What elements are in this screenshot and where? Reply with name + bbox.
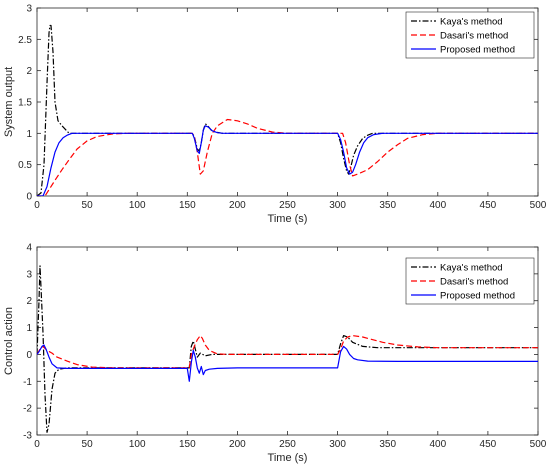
legend-label-1: Kaya's method [440, 263, 503, 274]
legend-label-2: Dasari's method [440, 277, 508, 288]
x-tick-label: 400 [429, 439, 446, 450]
legend-label-1: Kaya's method [440, 17, 503, 28]
y-tick-label: 0.5 [18, 160, 32, 171]
x-tick-label: 200 [229, 200, 246, 211]
series-line-1 [37, 24, 538, 196]
x-tick-label: 150 [179, 439, 196, 450]
legend: Kaya's method Dasari's method Proposed met… [405, 11, 535, 59]
x-tick-label: 100 [129, 439, 146, 450]
x-tick-label: 0 [34, 200, 40, 211]
x-axis-label: Time (s) [268, 452, 308, 464]
series-line-3 [37, 344, 538, 382]
chart-system-output: 0 50 100 150 200 250 300 350 400 450 500 0 0.5 1 1.5 2 2… [3, 4, 547, 226]
y-tick-label: 0 [26, 192, 32, 203]
y-tick-label: 3 [26, 269, 32, 280]
y-tick-label: 4 [26, 243, 32, 254]
legend-box [405, 11, 535, 59]
y-tick-label: 2 [26, 66, 32, 77]
y-axis-label: Control action [3, 307, 15, 375]
legend: Kaya's method Dasari's method Proposed met… [405, 257, 535, 305]
y-tick-label: 1.5 [18, 98, 32, 109]
x-tick-label: 450 [480, 200, 497, 211]
x-tick-label: 350 [379, 200, 396, 211]
legend-label-3: Proposed method [440, 45, 515, 56]
x-tick-label: 450 [480, 439, 497, 450]
x-tick-label: 350 [379, 439, 396, 450]
series-group [37, 24, 538, 196]
series-group [37, 265, 538, 433]
series-line-2 [37, 335, 538, 369]
y-tick-label: -1 [23, 377, 32, 388]
x-tick-label: 50 [82, 200, 94, 211]
series-line-3 [37, 125, 538, 196]
legend-label-3: Proposed method [440, 291, 515, 302]
x-tick-label: 250 [279, 439, 296, 450]
y-tick-label: 1 [26, 129, 32, 140]
y-tick-label: 2.5 [18, 35, 32, 46]
x-tick-label: 400 [429, 200, 446, 211]
x-tick-label: 150 [179, 200, 196, 211]
y-tick-label: 0 [26, 350, 32, 361]
y-tick-label: 2 [26, 296, 32, 307]
y-axis-label: System output [3, 67, 15, 137]
x-tick-label: 200 [229, 439, 246, 450]
x-tick-label: 300 [329, 439, 346, 450]
x-tick-label: 500 [530, 439, 547, 450]
y-tick-label: -2 [23, 404, 32, 415]
x-tick-label: 0 [34, 439, 40, 450]
x-tick-label: 100 [129, 200, 146, 211]
series-line-2 [37, 118, 538, 196]
legend-label-2: Dasari's method [440, 31, 508, 42]
y-tick-label: 3 [26, 4, 32, 15]
x-tick-label: 500 [530, 200, 547, 211]
legend-box [405, 257, 535, 305]
x-axis-label: Time (s) [268, 213, 308, 225]
y-tick-label: -3 [23, 431, 32, 442]
x-tick-label: 50 [82, 439, 94, 450]
x-tick-label: 300 [329, 200, 346, 211]
series-line-1 [37, 265, 538, 433]
y-tick-label: 1 [26, 323, 32, 334]
x-tick-label: 250 [279, 200, 296, 211]
chart-control-action: 0 50 100 150 200 250 300 350 400 450 500 -3 -2 -1 0 1 2 3… [3, 243, 547, 465]
